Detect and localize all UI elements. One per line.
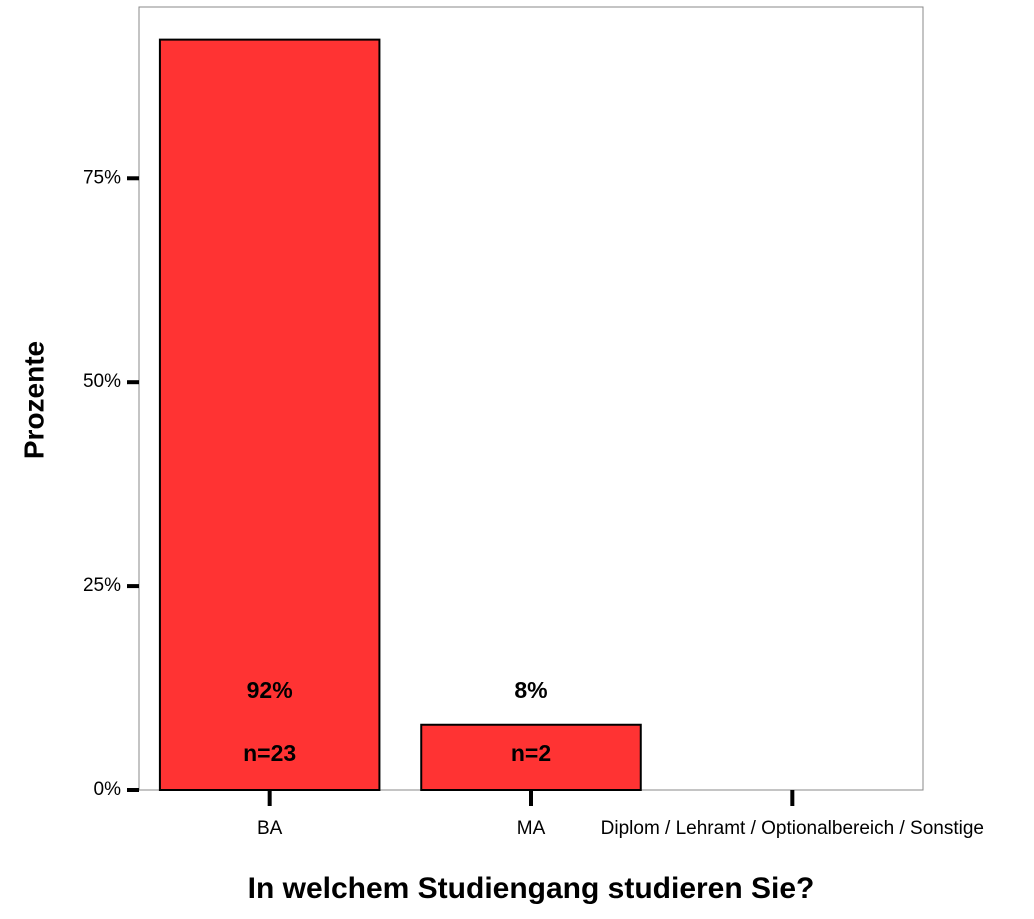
y-axis-title: Prozente [18,341,49,459]
value-label: 92% [247,677,293,703]
count-label: n=2 [511,740,551,766]
value-label: 8% [514,677,547,703]
x-tick-label: BA [257,818,283,839]
y-tick-label: 50% [83,371,121,392]
x-axis-title: In welchem Studiengang studieren Sie? [248,872,815,905]
count-label: n=23 [243,740,296,766]
y-tick-label: 0% [94,779,122,800]
x-tick-label: MA [517,818,546,839]
y-tick-label: 25% [83,575,121,596]
y-tick-label: 75% [83,167,121,188]
bar [420,723,642,791]
x-tick-label: Diplom / Lehramt / Optionalbereich / Son… [601,818,984,839]
bar [158,38,381,791]
